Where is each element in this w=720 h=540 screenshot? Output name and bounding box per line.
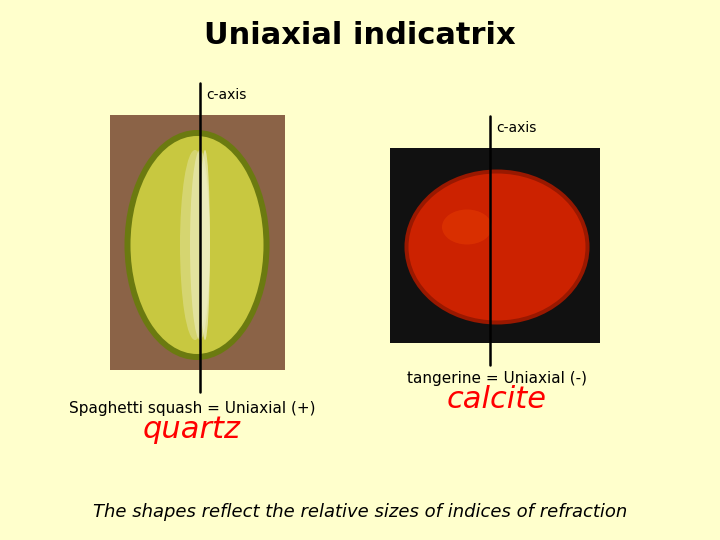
Ellipse shape xyxy=(200,150,210,340)
Text: quartz: quartz xyxy=(143,415,241,444)
Ellipse shape xyxy=(405,170,590,325)
Ellipse shape xyxy=(408,173,585,321)
Ellipse shape xyxy=(190,150,210,340)
Ellipse shape xyxy=(130,136,264,354)
Text: c-axis: c-axis xyxy=(206,88,246,102)
Text: Spaghetti squash = Uniaxial (+): Spaghetti squash = Uniaxial (+) xyxy=(68,401,315,415)
Text: calcite: calcite xyxy=(447,386,547,415)
Text: c-axis: c-axis xyxy=(496,121,536,135)
Text: Uniaxial indicatrix: Uniaxial indicatrix xyxy=(204,21,516,50)
Ellipse shape xyxy=(125,130,269,360)
Bar xyxy=(390,148,600,343)
Text: The shapes reflect the relative sizes of indices of refraction: The shapes reflect the relative sizes of… xyxy=(93,503,627,521)
Ellipse shape xyxy=(180,150,210,340)
Text: tangerine = Uniaxial (-): tangerine = Uniaxial (-) xyxy=(407,370,587,386)
Ellipse shape xyxy=(442,210,492,245)
Bar xyxy=(110,115,285,370)
